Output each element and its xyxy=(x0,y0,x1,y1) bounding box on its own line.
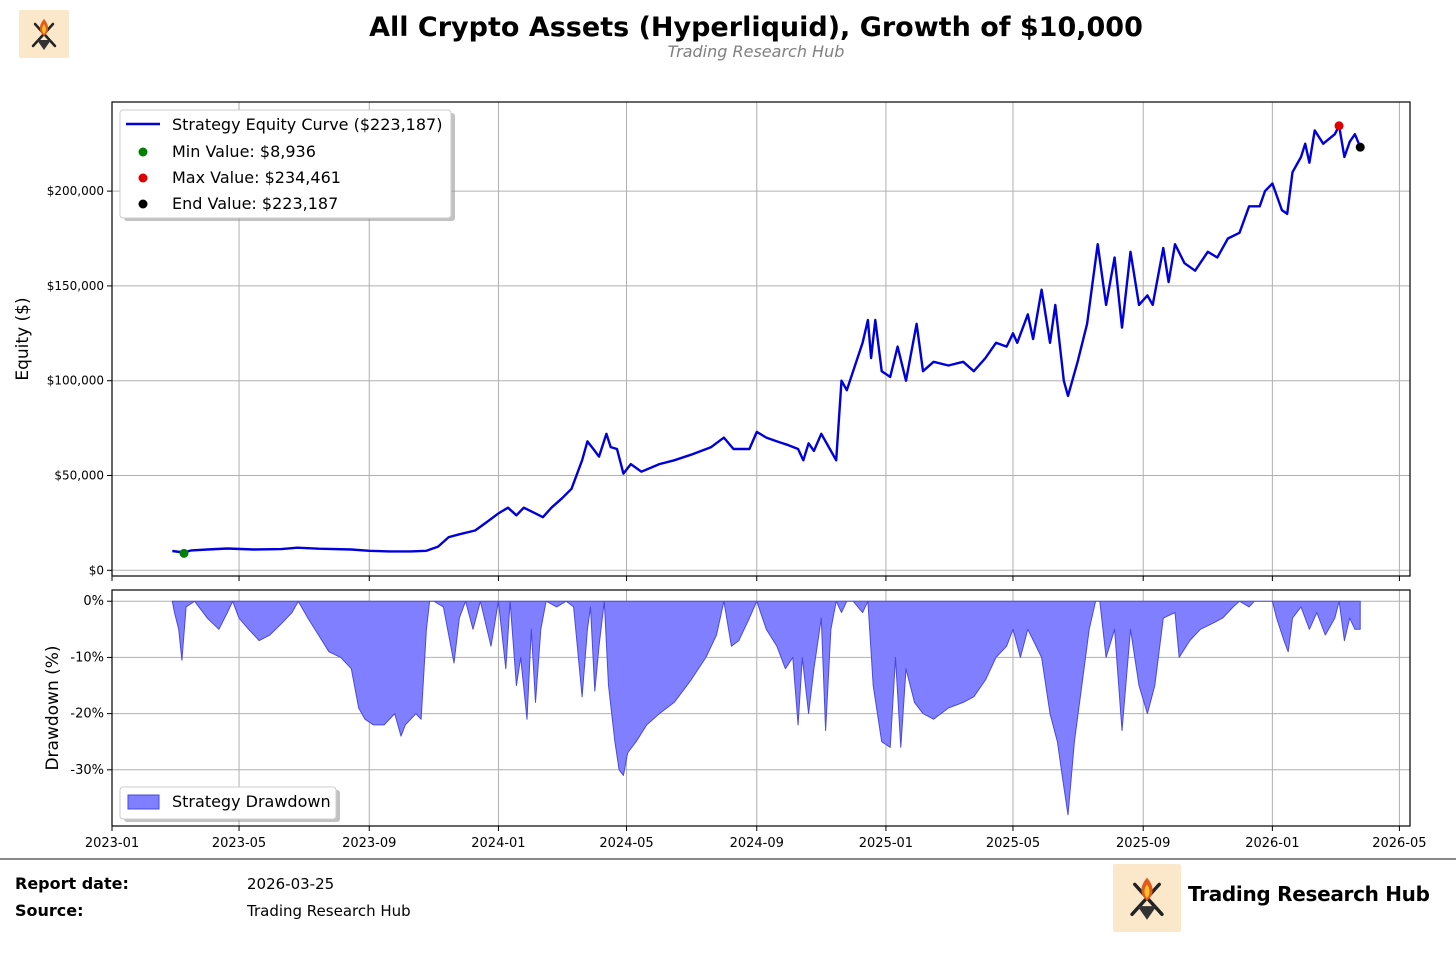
drawdown-y-axis-label: Drawdown (%) xyxy=(43,645,63,770)
x-tick-label: 2025-01 xyxy=(859,836,913,851)
equity-y-tick-label: $150,000 xyxy=(47,279,104,293)
end-value-marker xyxy=(1355,142,1365,152)
report-date-label: Report date: xyxy=(15,874,129,893)
chart-subtitle: Trading Research Hub xyxy=(667,42,845,61)
equity-plot-frame xyxy=(111,101,1411,577)
drawdown-area xyxy=(171,600,1361,816)
legend-max-swatch xyxy=(138,173,148,183)
min-value-marker xyxy=(179,548,189,558)
x-tick-label: 2024-05 xyxy=(599,836,653,851)
legend-label-end: End Value: $223,187 xyxy=(172,194,338,213)
drawdown-y-tick-label: -20% xyxy=(70,707,104,722)
x-tick-label: 2025-05 xyxy=(986,836,1040,851)
x-tick-label: 2026-05 xyxy=(1372,836,1426,851)
equity-drawdown-chart: $0 $50,000 $100,000 $150,000 $200,000 Equity … xyxy=(13,101,1427,851)
logo-icon xyxy=(19,10,69,58)
legend-label-max: Max Value: $234,461 xyxy=(172,168,341,187)
drawdown-y-tick-label: 0% xyxy=(83,594,104,609)
legend-label-min: Min Value: $8,936 xyxy=(172,142,316,161)
legend-min-swatch xyxy=(138,147,148,157)
drawdown-y-tick-label: -30% xyxy=(70,763,104,778)
equity-y-tick-label: $100,000 xyxy=(47,374,104,388)
footer-divider xyxy=(0,858,1456,860)
report-date-value: 2026-03-25 xyxy=(247,875,335,893)
x-tick-label: 2025-09 xyxy=(1116,836,1170,851)
max-value-marker xyxy=(1334,121,1344,131)
equity-y-axis-label: Equity ($) xyxy=(13,297,33,380)
brand-name: Trading Research Hub xyxy=(1188,882,1430,906)
drawdown-plot-frame xyxy=(111,589,1411,827)
legend-drawdown-swatch xyxy=(127,794,160,810)
x-tick-label: 2024-09 xyxy=(730,836,784,851)
x-tick-label: 2023-01 xyxy=(85,836,139,851)
source-value: Trading Research Hub xyxy=(247,902,411,920)
x-tick-label: 2023-05 xyxy=(212,836,266,851)
x-tick-label: 2024-01 xyxy=(471,836,525,851)
legend-label-equity: Strategy Equity Curve ($223,187) xyxy=(172,115,442,134)
equity-y-tick-label: $0 xyxy=(89,563,104,577)
source-label: Source: xyxy=(15,901,84,920)
equity-y-tick-label: $50,000 xyxy=(54,469,104,483)
legend-end-swatch xyxy=(138,199,148,209)
x-tick-label: 2026-01 xyxy=(1245,836,1299,851)
chart-title: All Crypto Assets (Hyperliquid), Growth … xyxy=(369,12,1143,43)
legend-label-drawdown: Strategy Drawdown xyxy=(172,792,331,811)
drawdown-y-tick-label: -10% xyxy=(70,650,104,665)
drawdown-legend xyxy=(119,786,337,820)
equity-legend xyxy=(119,109,452,219)
x-tick-label: 2023-09 xyxy=(342,836,396,851)
brand-logo-icon xyxy=(1113,864,1181,932)
equity-line xyxy=(172,124,1362,554)
equity-y-tick-label: $200,000 xyxy=(47,184,104,198)
